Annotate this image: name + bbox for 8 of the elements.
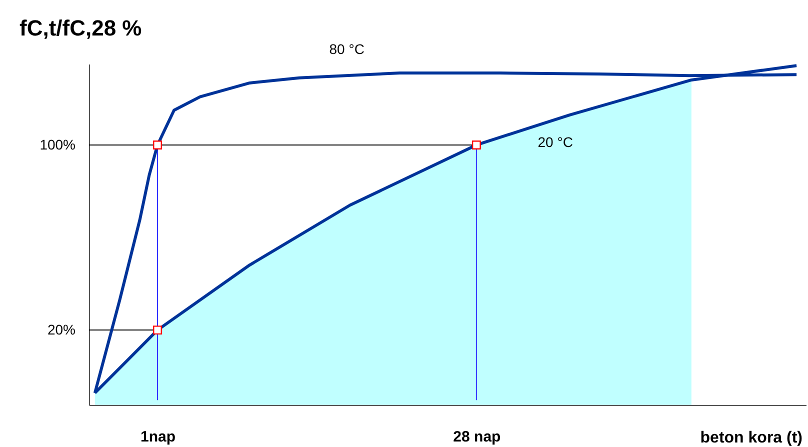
- series-label: 20 °C: [538, 134, 573, 150]
- x-tick-label: 1nap: [140, 428, 176, 446]
- y-axis-title: fC,t/fC,28 %: [20, 16, 142, 40]
- y-tick-label: 20%: [47, 322, 76, 338]
- x-tick-label: 28 nap: [453, 428, 501, 446]
- series-label: 80 °C: [329, 40, 364, 57]
- x-axis-title: beton kora (t): [700, 430, 802, 446]
- y-tick-label: 100%: [40, 136, 76, 152]
